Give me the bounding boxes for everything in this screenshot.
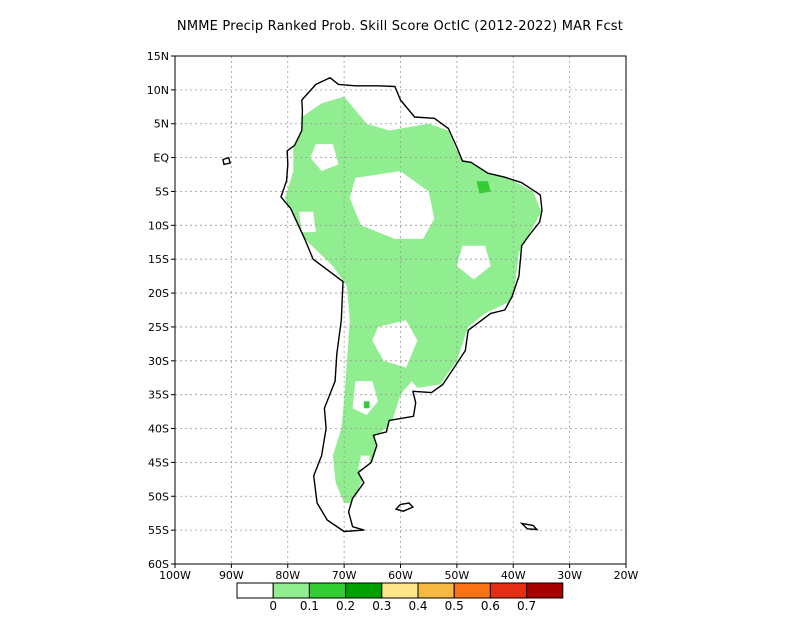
- legend-label: 0.1: [300, 599, 319, 613]
- lat-tick-label: 20S: [148, 287, 169, 300]
- lon-tick-label: 30W: [557, 569, 582, 582]
- legend-swatch: [272, 582, 310, 599]
- continent-outline: [280, 76, 543, 533]
- island-outline-0: [394, 502, 415, 512]
- skill-region-8: [476, 181, 491, 194]
- skill-region-4: [352, 381, 378, 415]
- skill-region-6: [299, 211, 316, 233]
- lon-tick-label: 40W: [501, 569, 526, 582]
- lon-tick-label: 60W: [388, 569, 413, 582]
- legend-swatch: [489, 582, 528, 599]
- skill-region-2: [310, 144, 339, 172]
- map-title: NMME Precip Ranked Prob. Skill Score Oct…: [176, 19, 624, 34]
- lat-tick-label: 30S: [148, 355, 169, 368]
- lat-tick-label: EQ: [153, 152, 169, 165]
- skill-region-0: [284, 96, 542, 503]
- lat-tick-label: 45S: [148, 456, 169, 469]
- lon-tick-label: 90W: [219, 569, 244, 582]
- legend-swatch: [308, 582, 347, 599]
- legend-label: 0.3: [372, 599, 391, 613]
- island-outline-2: [222, 156, 232, 166]
- legend-label: 0.4: [408, 599, 427, 613]
- lon-tick-label: 100W: [159, 569, 191, 582]
- legend-swatch: [526, 582, 564, 599]
- legend-label: 0.6: [481, 599, 500, 613]
- lat-tick-label: 10N: [147, 84, 169, 97]
- legend-swatch: [381, 582, 419, 599]
- lon-tick-label: 70W: [332, 569, 357, 582]
- coastline: [222, 76, 543, 533]
- latitude-axis: 15N 10N 5N EQ 5S 10S 15S 20S 25S 30S 35S 40S 45S 50S 5…: [147, 50, 175, 571]
- lat-tick-label: 50S: [148, 490, 169, 503]
- legend-swatch: [236, 582, 274, 599]
- lat-tick-label: 55S: [148, 524, 169, 537]
- island-outline-1: [519, 522, 539, 531]
- legend-swatch: [345, 582, 383, 599]
- lat-tick-label: 5N: [154, 118, 169, 131]
- skill-field: [284, 96, 542, 503]
- legend-swatch: [453, 582, 491, 599]
- legend-label: 0.2: [336, 599, 355, 613]
- gridlines: [175, 56, 626, 564]
- legend-label: 0.7: [517, 599, 536, 613]
- lat-tick-label: 25S: [148, 321, 169, 334]
- lon-tick-label: 50W: [444, 569, 469, 582]
- skill-region-3: [372, 320, 418, 368]
- legend-label: 0: [269, 599, 277, 613]
- legend-label: 0.5: [445, 599, 464, 613]
- color-legend: 0 0.1 0.2 0.3 0.4 0.5 0.6 0.7: [236, 582, 564, 613]
- lat-tick-label: 40S: [148, 423, 169, 436]
- skill-region-1: [349, 171, 435, 239]
- lat-tick-label: 15S: [148, 253, 169, 266]
- longitude-axis: 100W 90W 80W 70W 60W 50W 40W 30W 20W: [159, 564, 639, 582]
- lat-tick-label: 10S: [148, 219, 169, 232]
- lon-tick-label: 20W: [614, 569, 639, 582]
- skill-region-5: [456, 245, 491, 280]
- lon-tick-label: 80W: [275, 569, 300, 582]
- lat-tick-label: 60S: [148, 558, 169, 571]
- legend-swatch: [417, 582, 455, 599]
- skill-region-9: [363, 401, 370, 409]
- lat-tick-label: 5S: [155, 185, 169, 198]
- lat-tick-label: 15N: [147, 50, 169, 63]
- lat-tick-label: 35S: [148, 389, 169, 402]
